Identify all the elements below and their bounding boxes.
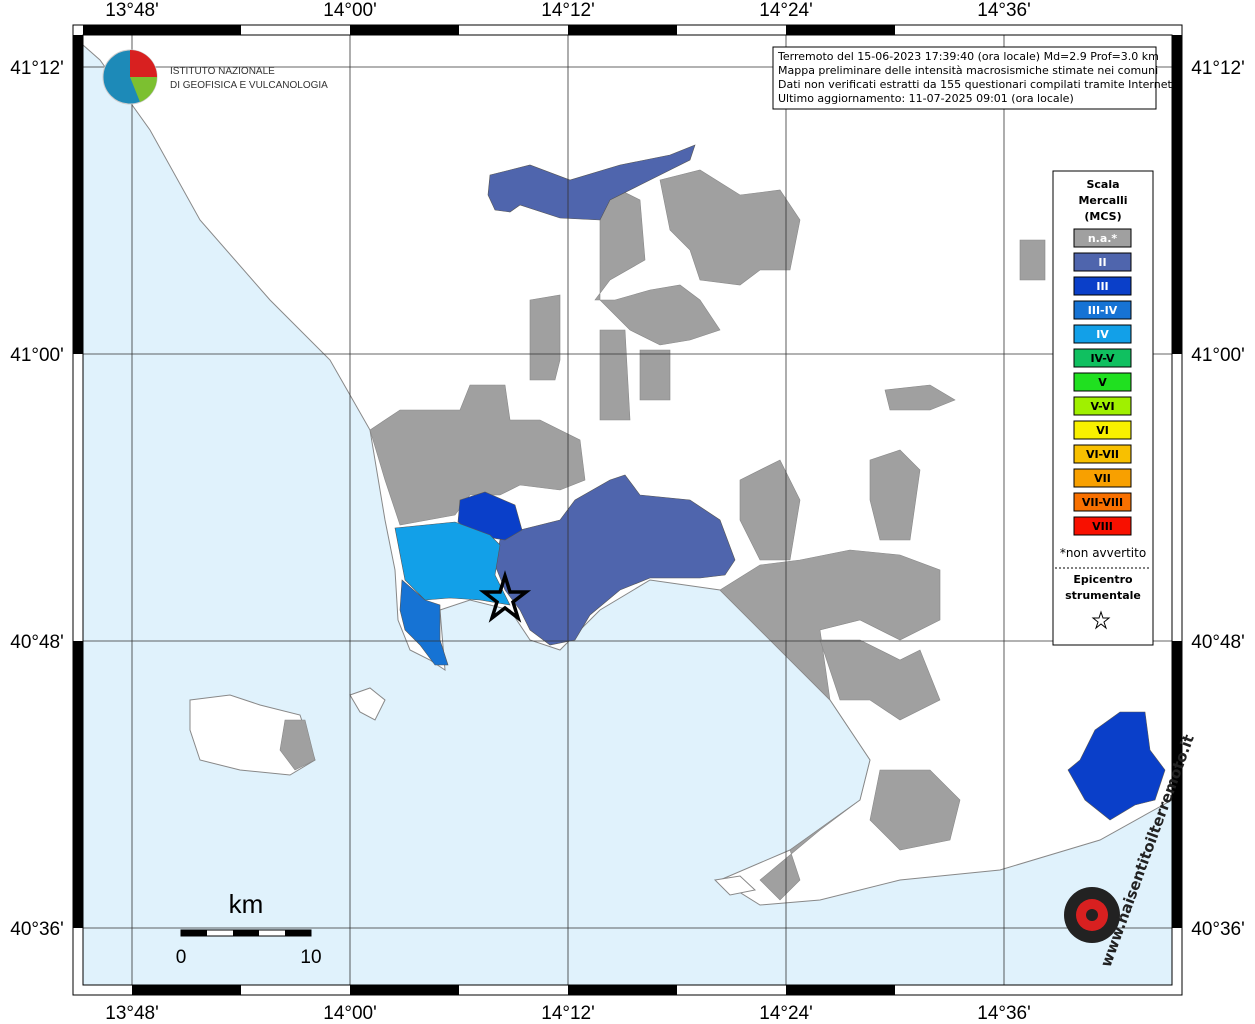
latitude-label: 40°36' (10, 919, 64, 940)
island-procida (349, 687, 386, 721)
latitude-label: 40°48' (10, 632, 64, 653)
legend-title: Scala (1086, 178, 1119, 191)
legend-label: V (1098, 376, 1107, 389)
latitude-label: 40°48' (1191, 632, 1245, 653)
legend-swatch (1073, 228, 1132, 248)
frame-segment (350, 985, 459, 995)
scale-label: 0 (176, 947, 187, 968)
longitude-label: 14°36' (977, 0, 1031, 21)
latitude-label: 41°12' (1191, 58, 1245, 79)
legend-star (1091, 610, 1111, 630)
legend-swatch (1073, 468, 1132, 488)
longitude-label: 14°36' (977, 1003, 1031, 1024)
legend-label: IV-V (1090, 352, 1115, 365)
legend-swatch (1073, 300, 1132, 320)
longitude-label: 13°48' (105, 0, 159, 21)
logo-segment (130, 50, 157, 77)
legend-swatch (1073, 324, 1132, 344)
watermark-logo (1086, 909, 1098, 921)
info-line: Ultimo aggiornamento: 11-07-2025 09:01 (… (778, 92, 1074, 105)
grey-areas (279, 169, 1046, 901)
area-iii-iv (399, 579, 449, 666)
area-ii-north (487, 144, 696, 221)
legend-note: *non avvertito (1060, 546, 1146, 560)
legend: ScalaMercalli(MCS)n.a.*IIIIIIII-IVIVIV-V… (1060, 178, 1146, 602)
longitude-label: 14°00' (323, 0, 377, 21)
legend-epicenter: strumentale (1065, 589, 1141, 602)
legend-label: VII (1094, 472, 1111, 485)
latitude-label: 41°00' (1191, 345, 1245, 366)
frame-segment (83, 25, 132, 35)
frame-segment (568, 25, 677, 35)
legend-title: Mercalli (1078, 194, 1127, 207)
area-iv (394, 521, 511, 606)
legend-title: (MCS) (1084, 210, 1121, 223)
info-box (772, 46, 1157, 110)
latitude-label: 40°36' (1191, 919, 1245, 940)
legend-swatch (1073, 348, 1132, 368)
legend-label: VI-VII (1086, 448, 1119, 461)
frame-segment (73, 35, 83, 67)
legend-label: III (1096, 280, 1108, 293)
longitude-label: 13°48' (105, 1003, 159, 1024)
longitude-label: 14°24' (759, 1003, 813, 1024)
logo-text: DI GEOFISICA E VULCANOLOGIA (170, 80, 328, 91)
latitude-label: 41°12' (10, 58, 64, 79)
longitude-label: 14°12' (541, 0, 595, 21)
info-lines: Terremoto del 15-06-2023 17:39:40 (ora l… (777, 50, 1175, 105)
info-line: Mappa preliminare delle intensità macros… (778, 64, 1158, 77)
legend-swatch (1073, 396, 1132, 416)
island-capri (713, 875, 757, 896)
longitude-label: 14°00' (323, 1003, 377, 1024)
frame-segment (1172, 67, 1182, 354)
frame-segment (1172, 35, 1182, 67)
legend-epicenter: Epicentro (1073, 573, 1133, 586)
area-iii-east (1067, 711, 1166, 821)
latitude-label: 41°00' (10, 345, 64, 366)
legend-swatch (1073, 420, 1132, 440)
frame-segment (350, 25, 459, 35)
frame-segment (73, 67, 83, 354)
frame-segment (786, 25, 895, 35)
logo-text: ISTITUTO NAZIONALE (170, 66, 275, 77)
legend-label: II (1098, 256, 1106, 269)
legend-label: n.a.* (1088, 232, 1118, 245)
legend-swatch (1073, 516, 1132, 536)
scale-unit: km (229, 889, 264, 919)
frame-segment (786, 985, 895, 995)
legend-label: VIII (1092, 520, 1113, 533)
legend-swatch (1073, 276, 1132, 296)
legend-label: IV (1096, 328, 1109, 341)
info-line: Terremoto del 15-06-2023 17:39:40 (ora l… (777, 50, 1159, 63)
legend-label: V-VI (1090, 400, 1114, 413)
frame-segment (73, 641, 83, 928)
area-ii-naples (494, 474, 736, 646)
info-line: Dati non verificati estratti da 155 ques… (778, 78, 1175, 91)
longitude-label: 14°24' (759, 0, 813, 21)
legend-swatch (1073, 252, 1132, 272)
frame-segment (132, 985, 241, 995)
frame-ticks (73, 25, 1182, 995)
scale-label: 10 (300, 947, 321, 968)
graticule (83, 35, 1172, 985)
legend-swatch (1073, 444, 1132, 464)
legend-swatch (1073, 372, 1132, 392)
frame-segment (132, 25, 241, 35)
legend-swatch (1073, 492, 1132, 512)
logo-segment (130, 77, 157, 102)
longitude-label: 14°12' (541, 1003, 595, 1024)
legend-label: VII-VIII (1082, 496, 1123, 509)
legend-label: VI (1096, 424, 1109, 437)
frame-segment (568, 985, 677, 995)
legend-label: III-IV (1088, 304, 1118, 317)
scale-bar (180, 929, 312, 937)
frame-segment (1172, 641, 1182, 928)
epicenter-star (478, 570, 532, 623)
